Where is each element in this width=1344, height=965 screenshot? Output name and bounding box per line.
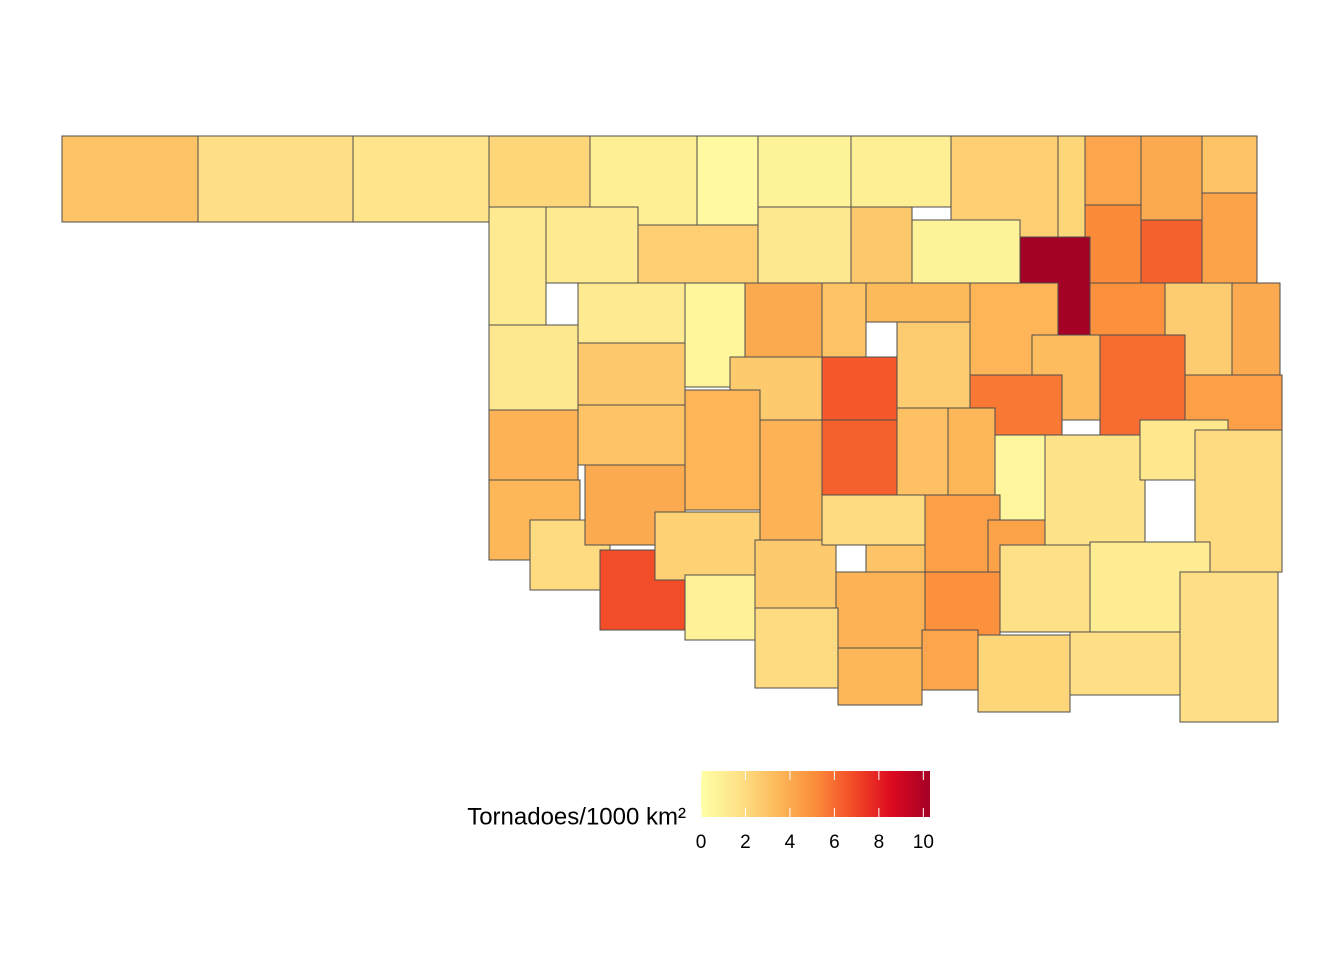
county: [1069, 631, 1181, 696]
colorbar-tick-label: 4: [785, 832, 796, 853]
county: [1201, 135, 1258, 194]
county: [529, 519, 611, 591]
county: [684, 574, 756, 641]
legend-title: Tornadoes/1000 km²: [467, 803, 686, 830]
county: [1179, 571, 1279, 723]
county: [911, 219, 1021, 284]
county: [837, 647, 923, 706]
county: [821, 419, 898, 496]
county: [577, 342, 686, 406]
colorbar-tick-label: 0: [696, 832, 707, 853]
county: [488, 324, 579, 411]
county: [488, 206, 547, 326]
county: [1140, 135, 1203, 221]
county: [821, 356, 898, 421]
county: [1057, 135, 1086, 238]
county: [835, 571, 926, 649]
colorbar-tick-label: 6: [829, 832, 840, 853]
county: [921, 629, 979, 691]
county: [757, 135, 852, 208]
county: [977, 634, 1071, 713]
county: [850, 135, 952, 208]
county: [577, 404, 686, 466]
county: [654, 511, 761, 581]
county: [896, 407, 949, 499]
county: [821, 494, 926, 546]
county: [577, 282, 686, 344]
colorbar-tick-label: 2: [740, 832, 751, 853]
county: [757, 206, 852, 284]
county: [821, 282, 867, 358]
county: [865, 282, 971, 323]
county: [61, 135, 199, 223]
county: [850, 206, 913, 284]
county: [545, 206, 639, 284]
county: [684, 389, 761, 511]
county: [999, 544, 1091, 633]
county: [488, 135, 591, 208]
county: [1044, 434, 1146, 556]
county: [352, 135, 490, 223]
county: [759, 419, 823, 541]
colorbar-tick-label: 10: [913, 832, 934, 853]
county: [754, 607, 839, 689]
county: [744, 282, 823, 358]
county: [197, 135, 354, 223]
county: [896, 321, 971, 409]
county: [1201, 192, 1258, 284]
county: [1231, 282, 1281, 376]
colorbar: [701, 771, 930, 817]
county: [754, 539, 837, 609]
colorbar-tick-label: 8: [874, 832, 885, 853]
county: [1084, 135, 1142, 206]
county: [1084, 204, 1142, 296]
county: [488, 409, 579, 481]
county: [696, 135, 759, 229]
county: [947, 407, 996, 501]
county: [637, 224, 759, 284]
counties: [61, 135, 1283, 723]
